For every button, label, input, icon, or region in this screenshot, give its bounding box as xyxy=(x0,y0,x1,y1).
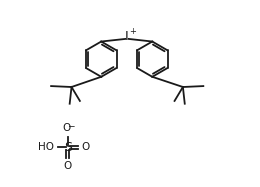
Text: +: + xyxy=(129,27,136,36)
Text: S: S xyxy=(64,141,72,154)
Text: −: − xyxy=(67,121,75,130)
Text: O: O xyxy=(82,142,90,152)
Text: HO: HO xyxy=(38,142,54,152)
Text: O: O xyxy=(64,161,72,171)
Text: O: O xyxy=(63,123,71,133)
Text: I: I xyxy=(125,30,129,43)
